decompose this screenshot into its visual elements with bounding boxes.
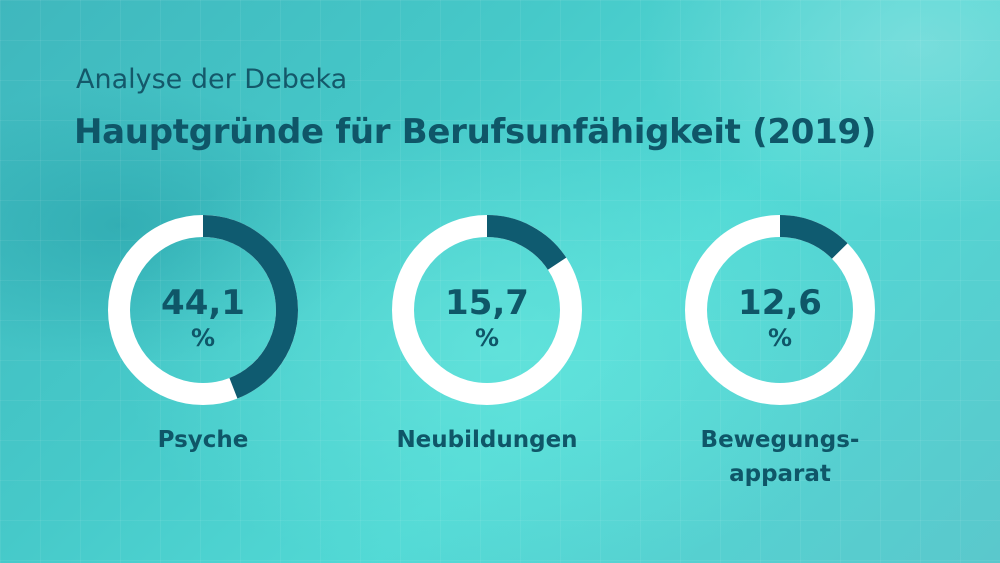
donut-slice — [486, 215, 567, 271]
category-label: apparat — [729, 461, 831, 487]
donut-1: 44,1% Psyche — [108, 215, 298, 453]
category-label: Bewegungs- — [701, 427, 860, 453]
unit-label: % — [191, 324, 215, 352]
category-label: Neubildungen — [396, 427, 577, 453]
value-label: 44,1 — [161, 283, 245, 323]
value-label: 15,7 — [445, 283, 529, 323]
unit-label: % — [475, 324, 499, 352]
unit-label: % — [768, 324, 792, 352]
donut-slice — [779, 215, 848, 259]
donut-3: 12,6% Bewegungs-apparat — [685, 215, 875, 487]
chart-title: Hauptgründe für Berufsunfähigkeit (2019) — [74, 112, 877, 152]
category-label: Psyche — [158, 427, 249, 453]
donut-2: 15,7% Neubildungen — [392, 215, 582, 453]
value-label: 12,6 — [738, 283, 822, 323]
chart-subtitle: Analyse der Debeka — [76, 64, 348, 95]
donut-slice — [202, 215, 298, 399]
